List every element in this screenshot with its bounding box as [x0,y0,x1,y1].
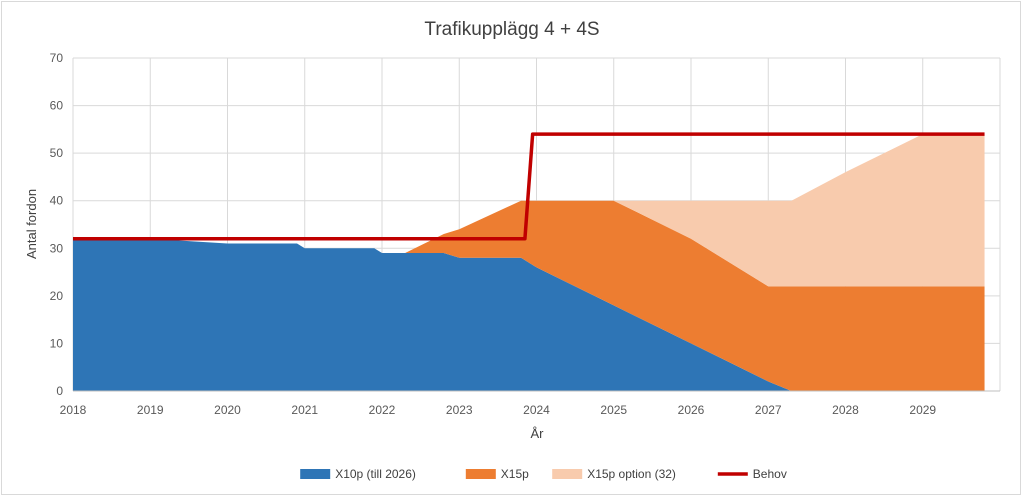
x-tick-label: 2028 [832,403,859,417]
line-series [73,132,985,241]
x-tick-label: 2025 [600,403,627,417]
y-tick-label: 60 [50,99,64,113]
legend-label: X10p (till 2026) [335,467,416,481]
x-tick-label: 2024 [523,403,550,417]
y-tick-label: 40 [50,194,64,208]
x-tick-label: 2021 [291,403,318,417]
area-series [73,134,985,287]
legend-label: X15p [501,467,529,481]
legend-swatch [465,469,496,479]
legend: X10p (till 2026) X15p X15p option (32) Beho… [300,467,787,481]
x-tick-label: 2026 [678,403,705,417]
x-tick-label: 2018 [60,403,87,417]
y-tick-label: 10 [50,336,64,350]
legend-label: X15p option (32) [587,467,676,481]
x-tick-label: 2020 [214,403,241,417]
y-tick-label: 50 [50,146,64,160]
stacked-areas [73,134,985,391]
x-tick-label: 2019 [137,403,164,417]
axes: 0 10 20 30 40 50 60 70 2018 2019 2020 2021 2022 2023 2… [50,51,1000,417]
legend-swatch [552,469,583,479]
x-tick-label: 2023 [446,403,473,417]
x-tick-label: 2022 [369,403,396,417]
y-tick-label: 20 [50,289,64,303]
chart-title: Trafikupplägg 4 + 4S [424,19,599,40]
y-axis-title: Antal fordon [24,189,39,259]
legend-label: Behov [753,467,787,481]
x-tick-label: 2029 [909,403,936,417]
x-tick-label: 2027 [755,403,782,417]
x-axis-title: År [531,426,545,441]
area-series [73,200,985,391]
y-tick-label: 0 [56,384,63,398]
area-series [73,238,985,391]
legend-swatch [300,469,331,479]
demand-line [73,132,985,241]
y-tick-label: 30 [50,241,64,255]
y-tick-label: 70 [50,51,64,65]
